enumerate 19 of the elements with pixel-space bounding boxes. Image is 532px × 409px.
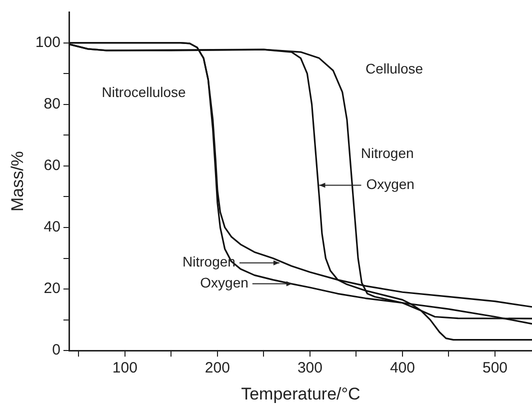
annotation: Nitrogen [182,254,236,270]
x-tick-label: 400 [390,360,415,377]
y-axis-title: Mass/% [8,151,27,212]
annotation: Oxygen [200,274,248,291]
y-tick-label: 80 [44,95,60,112]
y-tick-label: 40 [44,218,60,236]
x-tick-label: 200 [204,360,230,377]
annotation: Cellulose [365,60,424,76]
annotation: Nitrocellulose [102,84,186,100]
y-tick-label: 20 [44,280,60,298]
x-axis-title: Temperature/°C [241,384,360,404]
annotation: Oxygen [366,176,414,192]
x-tick-label: 500 [482,360,508,377]
y-tick-label: 100 [35,34,60,51]
annotation: Nitrogen [360,145,414,162]
x-tick-label: 100 [112,360,138,377]
y-tick-label: 0 [52,342,60,359]
x-tick-label: 300 [297,360,322,377]
y-tick-label: 60 [44,157,60,174]
